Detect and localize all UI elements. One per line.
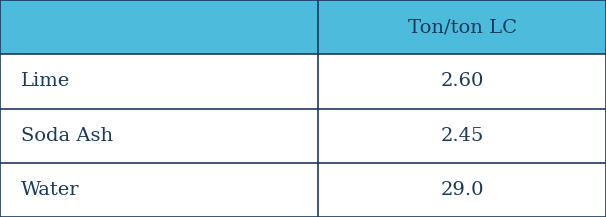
Text: Lime: Lime [21, 72, 70, 90]
Text: 29.0: 29.0 [441, 181, 484, 199]
Bar [318, 163, 606, 217]
Bar [0, 54, 318, 108]
Bar [0, 108, 318, 163]
Text: 2.45: 2.45 [441, 127, 484, 145]
Text: 2.60: 2.60 [441, 72, 484, 90]
Bar [0, 163, 318, 217]
Bar [318, 0, 606, 54]
Text: Ton/ton LC: Ton/ton LC [408, 18, 516, 36]
Bar [0, 0, 318, 54]
Text: Water: Water [21, 181, 80, 199]
Bar [318, 54, 606, 108]
Bar [318, 108, 606, 163]
Text: Soda Ash: Soda Ash [21, 127, 113, 145]
